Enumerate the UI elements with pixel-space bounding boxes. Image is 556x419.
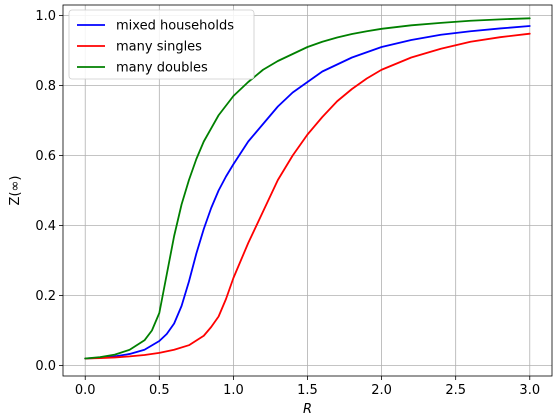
y-tick-label: 0.2 [35, 289, 56, 304]
legend: mixed households many singles many doubles [68, 9, 255, 80]
series-line-many-singles [84, 32, 531, 360]
x-tick-label: 1.5 [297, 383, 318, 398]
x-tick-label: 0.0 [75, 383, 96, 398]
legend-box [68, 9, 255, 80]
y-axis-ticks: 0.0 0.2 0.4 0.6 0.8 1.0 [35, 9, 63, 374]
x-tick-label: 2.0 [371, 383, 392, 398]
y-tick-label: 1.0 [35, 9, 56, 24]
y-tick-label: 0.8 [35, 79, 56, 94]
x-tick-label: 2.5 [445, 383, 466, 398]
x-axis-label: R [303, 402, 312, 417]
x-tick-label: 3.0 [519, 383, 540, 398]
x-tick-label: 1.0 [223, 383, 244, 398]
y-axis-label: Z(∞) [8, 176, 23, 206]
x-axis-ticks: 0.0 0.5 1.0 1.5 2.0 2.5 3.0 [75, 376, 540, 398]
legend-entry-label: many doubles [116, 61, 208, 76]
series-lines [84, 17, 531, 360]
y-tick-label: 0.0 [35, 359, 56, 374]
legend-entry-label: mixed households [116, 19, 234, 34]
legend-entry-label: many singles [116, 40, 202, 55]
y-tick-label: 0.6 [35, 149, 56, 164]
y-tick-label: 0.4 [35, 219, 56, 234]
x-tick-label: 0.5 [149, 383, 170, 398]
series-line-many-doubles [84, 17, 531, 360]
series-line-mixed-households [84, 25, 531, 360]
